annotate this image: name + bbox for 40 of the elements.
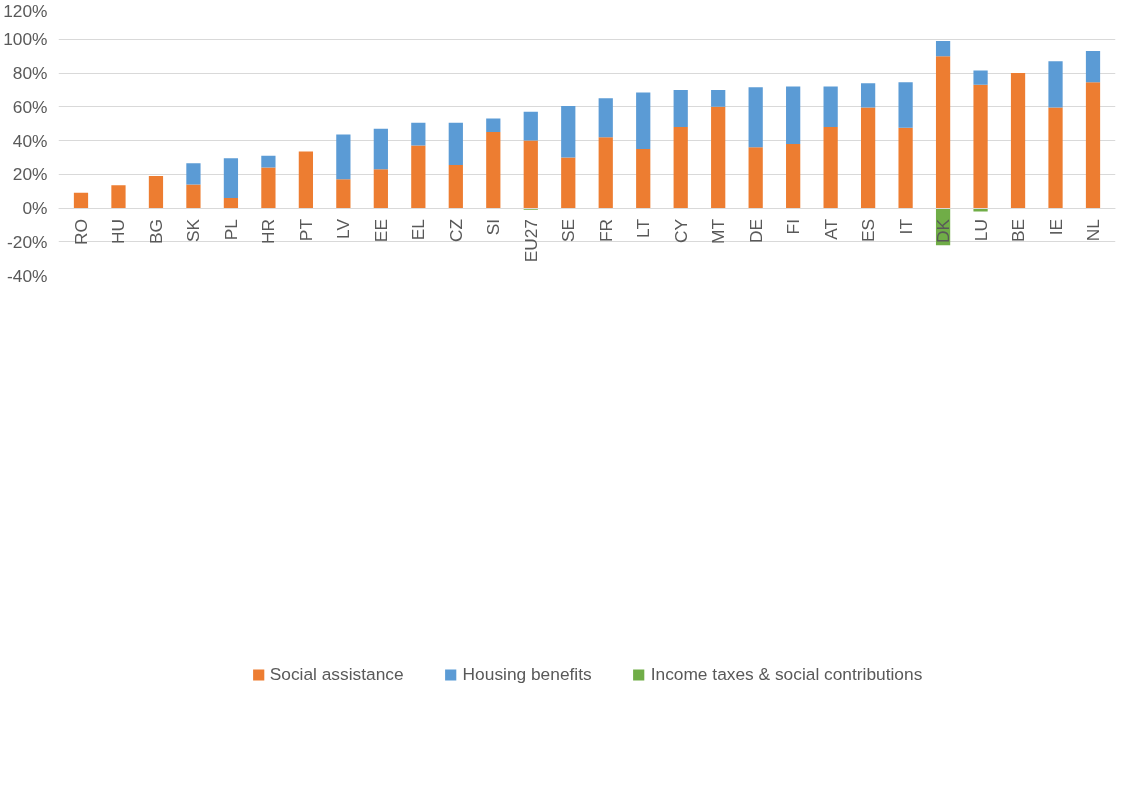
x-tick-label: CZ [445,218,466,243]
x-tick-label: PT [295,218,316,242]
x-tick-label: DK [933,218,954,244]
x-tick-label: IT [895,218,916,235]
x-tick-label: MT [708,218,729,245]
y-tick-label: 0% [22,198,48,218]
x-tick-label: LT [633,218,654,238]
x-tick-label: EU27 [520,218,541,263]
x-tick-label: LV [333,218,354,239]
y-tick-label: 120% [3,0,48,21]
x-tick-label: AT [820,218,841,240]
x-tick-label: RO [70,218,91,245]
legend-label: Social assistance [269,663,404,685]
y-tick-label: 60% [12,96,48,117]
x-tick-label: LU [970,218,991,242]
x-tick-label: FR [595,218,616,243]
legend-label: Income taxes & social contributions [650,663,923,685]
x-tick-label: SK [183,218,204,243]
x-tick-label: BE [1008,218,1029,243]
x-tick-label: CY [670,218,691,244]
x-tick-label: SI [483,219,504,236]
x-tick-label: PL [220,218,241,241]
y-tick-label: 80% [12,63,48,83]
x-tick-label: FI [783,218,804,235]
x-tick-label: EE [370,218,391,243]
x-tick-label: IE [1045,219,1066,236]
x-tick-label: DE [745,218,766,244]
legend-label: Housing benefits [462,663,592,685]
x-tick-label: NL [1083,218,1104,242]
x-tick-label: EL [408,218,429,241]
x-tick-label: BG [145,218,166,245]
x-tick-label: ES [858,218,879,243]
x-tick-label: SE [558,218,579,243]
y-tick-label: -40% [7,265,48,286]
x-tick-label: HR [258,219,279,245]
y-tick-label: 20% [12,164,48,185]
y-tick-label: 100% [3,29,48,50]
y-tick-label: -20% [7,231,48,252]
x-tick-label: HU [108,219,129,245]
y-tick-label: 40% [12,130,48,151]
